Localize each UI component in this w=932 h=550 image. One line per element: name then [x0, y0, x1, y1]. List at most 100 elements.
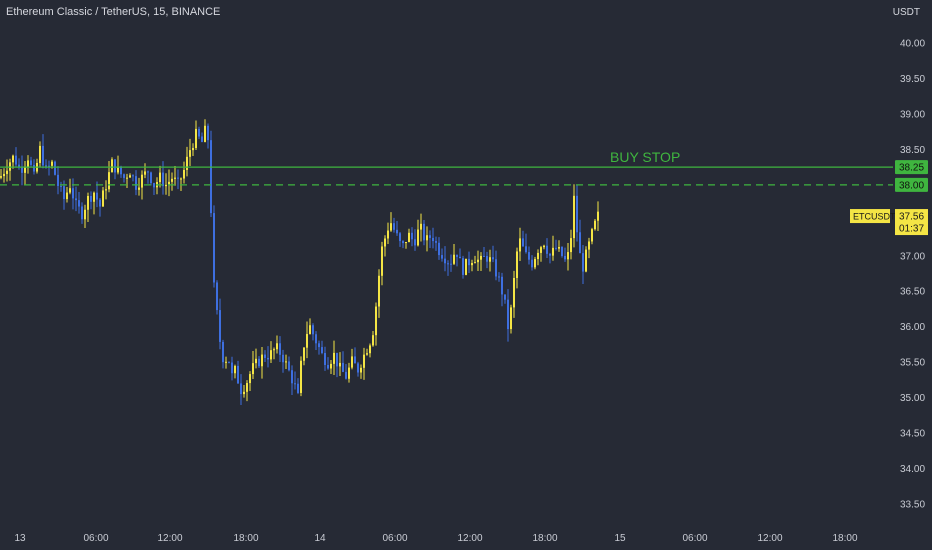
candle-body — [294, 383, 296, 385]
candle-body — [465, 258, 467, 275]
candle-body — [165, 184, 167, 187]
candle-body — [453, 254, 455, 264]
candle-body — [102, 190, 104, 207]
candle-body — [309, 325, 311, 334]
candle-body — [447, 263, 449, 265]
price-tick-label: 39.50 — [900, 74, 925, 85]
candle-body — [351, 356, 353, 368]
candle-body — [459, 256, 461, 259]
price-tick-label: 36.50 — [900, 287, 925, 298]
time-tick-label: 12:00 — [757, 533, 782, 544]
candle-body — [6, 170, 8, 174]
candle-body — [57, 174, 59, 186]
candle-body — [189, 150, 191, 157]
candle-body — [480, 255, 482, 260]
price-tick-label: 36.00 — [900, 322, 925, 333]
candle-body — [132, 175, 134, 177]
candle-body — [78, 200, 80, 207]
candle-body — [327, 364, 329, 369]
candle-body — [39, 145, 41, 163]
candle-body — [306, 333, 308, 348]
candle-body — [549, 253, 551, 256]
candle-body — [300, 360, 302, 393]
candle-body — [81, 206, 83, 220]
candle-body — [507, 299, 509, 330]
candle-body — [393, 223, 395, 230]
candle-body — [501, 276, 503, 295]
candle-body — [492, 257, 494, 260]
candle-body — [210, 140, 212, 214]
candle-body — [54, 161, 56, 175]
candle-body — [15, 155, 17, 165]
candle-body — [366, 353, 368, 355]
time-axis[interactable]: 13 06:00 12:00 18:00 14 06:00 12:00 18:00 15 06:0… — [14, 533, 858, 544]
candle-body — [246, 383, 248, 392]
candle-body — [546, 245, 548, 254]
candle-body — [72, 188, 74, 199]
candle-body — [594, 220, 596, 230]
candle-body — [399, 233, 401, 242]
candle-countdown: 01:37 — [899, 224, 924, 235]
candle-body — [138, 187, 140, 190]
candle-body — [279, 343, 281, 355]
candle-body — [87, 196, 89, 210]
candle-body — [267, 357, 269, 360]
candle-body — [45, 165, 47, 167]
candle-body — [216, 282, 218, 311]
candle-body — [12, 155, 14, 163]
candle-body — [201, 136, 203, 142]
candle-body — [402, 241, 404, 244]
buy-stop-label: BUY STOP — [610, 149, 680, 165]
candle-body — [285, 361, 287, 363]
candle-body — [597, 211, 599, 221]
candle-body — [198, 128, 200, 137]
candle-body — [426, 235, 428, 241]
candle-body — [414, 239, 416, 246]
candle-body — [324, 353, 326, 365]
candle-body — [555, 247, 557, 249]
candles-layer — [0, 119, 599, 405]
candle-body — [0, 176, 2, 178]
price-tick-label: 40.00 — [900, 39, 925, 50]
candle-body — [564, 255, 566, 260]
candle-body — [420, 223, 422, 230]
candle-body — [342, 362, 344, 372]
candle-body — [147, 171, 149, 173]
candle-body — [582, 253, 584, 272]
candle-body — [357, 363, 359, 373]
candle-body — [186, 156, 188, 170]
candle-body — [153, 183, 155, 188]
candle-body — [495, 259, 497, 277]
candle-body — [396, 229, 398, 234]
price-unit-label: USDT — [892, 7, 920, 18]
time-tick-label: 06:00 — [382, 533, 407, 544]
candle-body — [144, 171, 146, 175]
candle-body — [51, 161, 53, 166]
candle-body — [84, 209, 86, 220]
candle-body — [510, 307, 512, 330]
candle-body — [384, 238, 386, 247]
candle-body — [159, 172, 161, 183]
candle-body — [585, 249, 587, 272]
candle-body — [288, 361, 290, 371]
time-tick-label: 13 — [14, 533, 26, 544]
candle-body — [552, 247, 554, 256]
candle-body — [114, 159, 116, 173]
candle-body — [108, 172, 110, 190]
candle-body — [369, 345, 371, 354]
candle-body — [345, 371, 347, 379]
candle-body — [483, 255, 485, 257]
candle-body — [360, 367, 362, 373]
time-tick-label: 12:00 — [457, 533, 482, 544]
level-price-badge — [895, 177, 928, 192]
candle-body — [432, 237, 434, 242]
candle-body — [588, 241, 590, 250]
price-tick-label: 33.50 — [900, 500, 925, 511]
candle-body — [354, 356, 356, 364]
candle-body — [270, 350, 272, 360]
time-tick-label: 12:00 — [157, 533, 182, 544]
candle-body — [276, 343, 278, 350]
candle-body — [240, 383, 242, 395]
